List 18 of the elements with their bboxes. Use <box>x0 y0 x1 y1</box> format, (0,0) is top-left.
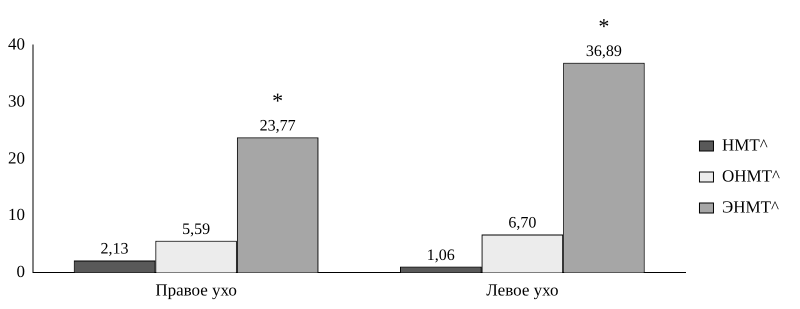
x-tick-label: Левое ухо <box>486 280 558 300</box>
legend-label: ЭНМТ^ <box>722 197 779 216</box>
text: * <box>598 13 610 38</box>
data-label: 2,13 <box>100 240 129 258</box>
annotation: * <box>272 88 284 114</box>
data-label: 1,06 <box>426 246 455 264</box>
legend-label: НМТ^ <box>722 135 768 154</box>
y-tick-label: 20 <box>8 148 25 168</box>
legend-label: ОНМТ^ <box>722 166 780 186</box>
y-tick-label: 30 <box>8 91 25 110</box>
x-tick-label: Правое ухо <box>155 280 237 300</box>
data-label: 23,77 <box>260 118 296 135</box>
data-label: 36,89 <box>586 42 622 60</box>
y-tick-label: 40 <box>8 34 25 54</box>
y-tick-label: 0 <box>16 262 25 282</box>
data-label: 5,59 <box>182 220 210 238</box>
data-label: 6,70 <box>508 214 536 232</box>
y-tick-label: 10 <box>8 205 25 224</box>
